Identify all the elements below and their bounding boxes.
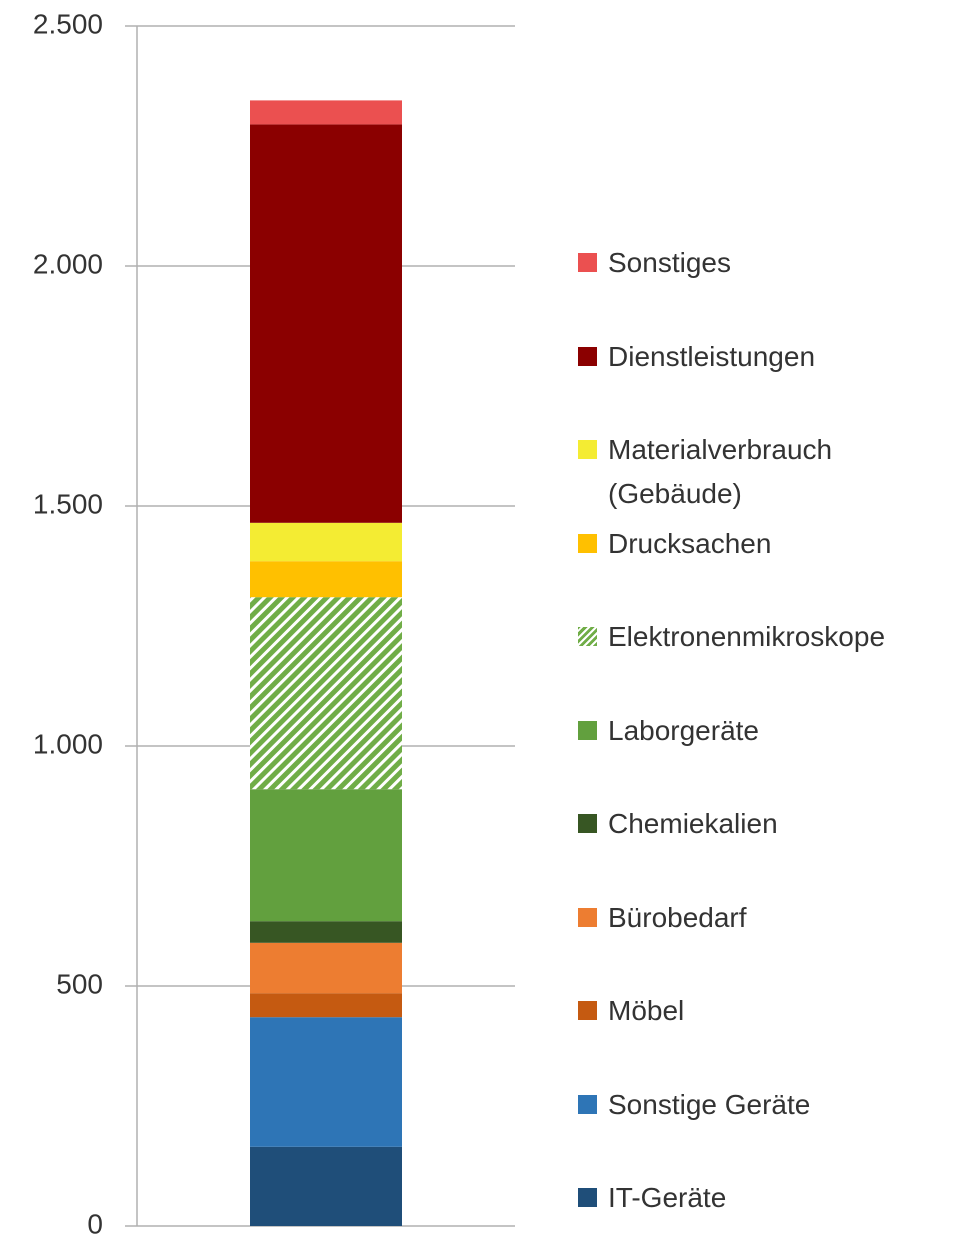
bar-segment bbox=[250, 1017, 402, 1147]
y-tick-label: 2.000 bbox=[33, 248, 103, 279]
legend-item: Sonstiges bbox=[578, 241, 948, 285]
bar-segment bbox=[250, 597, 402, 790]
legend-label: Elektronenmikroskope bbox=[608, 621, 886, 652]
legend-swatch bbox=[578, 814, 597, 833]
legend-label: Dienstleistungen bbox=[608, 340, 816, 372]
bar-segment bbox=[250, 124, 402, 523]
legend-swatch bbox=[578, 627, 597, 646]
bar-segment bbox=[250, 942, 402, 994]
legend-item: Materialverbrauch (Gebäude) bbox=[578, 428, 948, 516]
legend-label: Sonstiges bbox=[608, 247, 731, 278]
legend-label: Laborgeräte bbox=[608, 714, 760, 746]
y-tick-label: 0 bbox=[87, 1208, 103, 1239]
bar-segment bbox=[250, 921, 402, 943]
y-tick-label: 500 bbox=[56, 968, 103, 999]
legend-item: Bürobedarf bbox=[578, 896, 948, 940]
legend-item: IT-Geräte bbox=[578, 1176, 948, 1220]
legend-swatch bbox=[578, 907, 597, 927]
legend-swatch bbox=[578, 1094, 597, 1114]
legend-label: Möbel bbox=[608, 995, 685, 1026]
legend-label: Bürobedarf bbox=[608, 901, 747, 933]
bar-segment bbox=[250, 100, 402, 125]
bar-segment bbox=[250, 993, 402, 1018]
legend-label: Materialverbrauch (Gebäude) bbox=[608, 434, 833, 509]
y-tick-label: 1.000 bbox=[33, 728, 103, 759]
legend-swatch bbox=[578, 346, 597, 366]
legend-item: Chemiekalien bbox=[578, 802, 948, 846]
bar-segment bbox=[250, 561, 402, 598]
legend-item: Elektronenmikroskope bbox=[578, 615, 948, 659]
legend-item: Möbel bbox=[578, 989, 948, 1033]
bar-segment bbox=[250, 789, 402, 922]
y-tick-label: 2.500 bbox=[33, 8, 103, 39]
legend-swatch bbox=[578, 720, 597, 740]
legend-label: IT-Geräte bbox=[608, 1182, 727, 1213]
legend-item: Sonstige Geräte bbox=[578, 1083, 948, 1127]
legend-swatch bbox=[578, 440, 597, 459]
legend-swatch bbox=[578, 1001, 597, 1020]
legend-label: Sonstige Geräte bbox=[608, 1088, 811, 1120]
bar-segment bbox=[250, 1146, 402, 1226]
legend-item: Dienstleistungen bbox=[578, 335, 948, 379]
bar-segment bbox=[250, 522, 402, 562]
y-tick-label: 1.500 bbox=[33, 488, 103, 519]
legend-swatch bbox=[578, 533, 597, 553]
legend-swatch bbox=[578, 1188, 597, 1207]
legend-item: Laborgeräte bbox=[578, 709, 948, 753]
legend-label: Chemiekalien bbox=[608, 808, 778, 839]
legend-swatch bbox=[578, 253, 597, 272]
legend-label: Drucksachen bbox=[608, 527, 772, 559]
legend-item: Drucksachen bbox=[578, 522, 948, 566]
